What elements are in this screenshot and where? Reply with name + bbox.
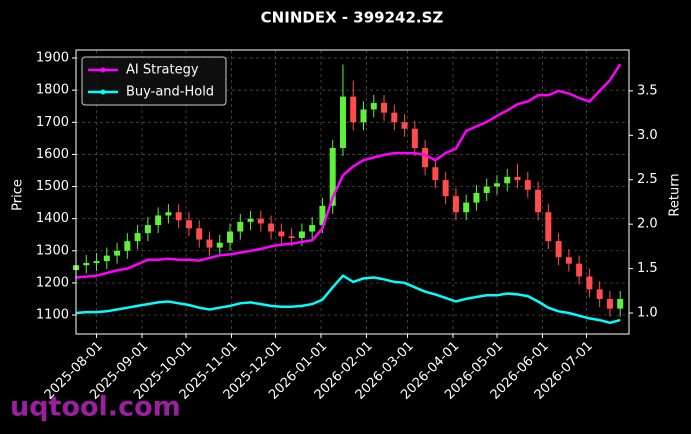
- legend: AI Strategy Buy-and-Hold: [81, 56, 227, 106]
- candle-body: [114, 250, 121, 256]
- legend-marker: [100, 89, 106, 95]
- candle-body: [196, 228, 203, 240]
- candle-body: [83, 263, 90, 266]
- candle-body: [576, 263, 583, 277]
- candle-body: [103, 255, 110, 262]
- candle-body: [586, 276, 593, 290]
- y2-tick-label: 3.0: [637, 128, 658, 143]
- candle-body: [93, 261, 100, 263]
- plot-frame: [75, 49, 630, 335]
- y2-axis-label: Return: [668, 173, 683, 216]
- y2-tick-label: 1.5: [637, 261, 658, 276]
- candle-body: [175, 212, 182, 221]
- candle-body: [134, 233, 141, 242]
- watermark: uqtool.com: [10, 392, 181, 423]
- candle-body: [319, 205, 326, 226]
- y-tick-label: 1300: [36, 243, 69, 258]
- candle-body: [350, 96, 357, 123]
- candle-body: [339, 96, 346, 148]
- candle-body: [391, 112, 398, 123]
- candle-body: [268, 223, 275, 232]
- candle-body: [473, 192, 480, 203]
- return-line: [75, 63, 622, 279]
- candle-body: [278, 231, 285, 237]
- candle-body: [155, 215, 162, 226]
- candle-body: [617, 298, 624, 309]
- y-tick-label: 1100: [36, 308, 69, 323]
- candle-body: [463, 202, 470, 213]
- candle-body: [411, 128, 418, 148]
- chart-title: CNINDEX - 399242.SZ: [261, 9, 444, 27]
- y-tick-label: 1900: [36, 51, 69, 66]
- y2-tick-label: 2.0: [637, 217, 658, 232]
- candle-body: [524, 180, 531, 190]
- candle-body: [596, 289, 603, 299]
- legend-label: AI Strategy: [126, 63, 199, 78]
- candle-body: [206, 239, 213, 248]
- y-axis-label: Price: [11, 179, 26, 211]
- candle-body: [381, 103, 388, 113]
- return-line: [75, 274, 621, 325]
- candle-body: [257, 218, 264, 224]
- legend-marker: [100, 67, 106, 73]
- candle-body: [422, 147, 429, 168]
- candle-body: [514, 176, 521, 181]
- y2-tick-label: 3.5: [637, 83, 658, 98]
- candle-body: [370, 103, 377, 110]
- y2-tick-label: 2.5: [637, 172, 658, 187]
- candle-body: [144, 225, 151, 234]
- candle-body: [606, 298, 613, 309]
- candle-body: [535, 189, 542, 213]
- candle-body: [483, 186, 490, 193]
- candle-body: [545, 212, 552, 242]
- y-tick-label: 1800: [36, 83, 69, 98]
- candle-body: [216, 242, 223, 248]
- candle-body: [309, 225, 316, 232]
- y-tick-label: 1600: [36, 147, 69, 162]
- y-tick-label: 1400: [36, 211, 69, 226]
- y-tick-label: 1500: [36, 179, 69, 194]
- candle-body: [442, 180, 449, 197]
- candle-body: [298, 231, 305, 238]
- y-tick-label: 1200: [36, 275, 69, 290]
- candle-body: [124, 241, 131, 251]
- candle-body: [504, 176, 511, 184]
- candle-body: [360, 109, 367, 123]
- candle-body: [227, 231, 234, 243]
- candle-body: [452, 196, 459, 213]
- candle-body: [165, 212, 172, 216]
- legend-label: Buy-and-Hold: [126, 85, 214, 100]
- candle-body: [288, 236, 295, 238]
- candle-body: [565, 257, 572, 264]
- candle-body: [247, 218, 254, 222]
- candle-body: [401, 122, 408, 129]
- y-tick-label: 1700: [36, 115, 69, 130]
- candle-body: [237, 221, 244, 232]
- y2-tick-label: 1.0: [637, 306, 658, 321]
- candle-body: [185, 220, 192, 229]
- candle-body: [555, 241, 562, 258]
- candle-body: [329, 147, 336, 206]
- candle-body: [432, 167, 439, 181]
- candle-body: [493, 183, 500, 187]
